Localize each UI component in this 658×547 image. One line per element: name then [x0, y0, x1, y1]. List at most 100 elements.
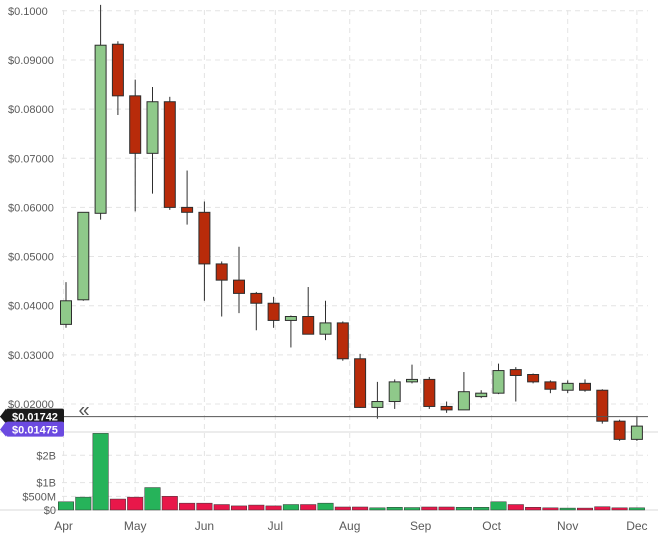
price-tick-label: $0.08000	[8, 104, 54, 116]
crosshair-price-tag	[6, 421, 64, 437]
volume-bar	[577, 507, 593, 511]
candle-body-down	[509, 369, 522, 376]
candle-body-down	[129, 95, 142, 154]
price-tick-label: $0.03000	[8, 350, 54, 362]
volume-bar	[352, 506, 369, 511]
candle-body-up	[406, 378, 418, 383]
volume-bar	[300, 504, 317, 511]
volume-bar	[231, 505, 247, 511]
volume-bar	[455, 507, 472, 511]
price-axis: $0.02000 $0.03000 $0.04000 $0.05000 $0.06000…	[8, 6, 54, 411]
candle-body-down	[423, 378, 436, 407]
volume-bar	[628, 507, 645, 511]
candle-body-up	[475, 392, 488, 398]
month-tick-label: Sep	[410, 519, 432, 533]
price-tick-label: $0.04000	[8, 301, 54, 313]
volume-bar	[490, 501, 507, 511]
month-tick-label: Dec	[626, 519, 647, 533]
candle-body-down	[544, 381, 557, 390]
volume-bar	[507, 504, 524, 511]
candle-body-down	[111, 43, 124, 97]
candle-body-up	[371, 401, 384, 408]
volume-bar	[213, 504, 230, 511]
volume-bar	[421, 506, 438, 511]
candle-body-down	[215, 263, 228, 281]
candle-body-down	[336, 322, 349, 360]
candle-body-down	[579, 382, 591, 391]
volume-bar	[386, 507, 403, 511]
candle-body-up	[492, 370, 505, 394]
price-tick-label: $0.09000	[8, 55, 54, 67]
volume-bar	[317, 502, 334, 511]
volume-tick-label: $1B	[36, 478, 56, 490]
volume-bar	[265, 505, 282, 511]
collapse-button[interactable]: «	[70, 400, 98, 423]
volume-bar	[196, 502, 213, 511]
price-tick-label: $0.02000	[8, 399, 54, 411]
month-tick-label: Nov	[557, 519, 578, 533]
candle-body-up	[77, 211, 90, 301]
candle-body-up	[319, 322, 332, 335]
volume-bar	[525, 507, 542, 511]
volume-bar	[127, 496, 144, 511]
volume-bar	[248, 504, 265, 511]
candle-body-down	[250, 292, 263, 304]
volume-bar	[542, 507, 559, 511]
month-tick-label: Oct	[482, 519, 501, 533]
volume-bar	[282, 504, 299, 511]
price-tick-label: $0.06000	[8, 202, 54, 214]
volume-bar	[179, 502, 196, 511]
candle-body-up	[457, 391, 470, 411]
candle-body-up	[94, 44, 107, 214]
volume-bar	[369, 507, 386, 511]
month-tick-label: Apr	[54, 519, 73, 533]
month-tick-label: Aug	[339, 519, 360, 533]
candle-body-down	[181, 206, 194, 213]
volume-tick-label: $0	[44, 505, 56, 517]
volume-bar	[404, 507, 420, 511]
volume-bar	[109, 498, 126, 511]
price-tick-label: $0.1000	[8, 6, 48, 18]
grid-layer	[0, 10, 658, 511]
candle-body-up	[388, 381, 401, 403]
volume-axis: $0 $500M$1B $2B	[22, 450, 56, 517]
candle-body-down	[440, 405, 453, 411]
current-price-tag	[6, 408, 64, 424]
volume-bar	[473, 507, 490, 511]
candle-body-down	[527, 373, 540, 383]
volume-bar	[334, 506, 351, 511]
volume-tick-label: $500M	[22, 491, 56, 503]
month-axis: Apr May Jun Jul Aug Sep Oct Nov Dec	[54, 519, 647, 533]
volume-bar	[75, 496, 92, 511]
candlesticks	[60, 4, 643, 441]
candle-body-up	[630, 425, 643, 440]
volume-tick-label: $2B	[36, 450, 56, 462]
candle-body-down	[198, 211, 211, 265]
candle-body-up	[284, 316, 297, 321]
candle-body-up	[60, 300, 72, 325]
candle-body-down	[233, 279, 245, 294]
price-overlay: $0.01742$0.01475 «	[0, 400, 648, 437]
volume-bar	[559, 507, 576, 511]
volume-bar	[611, 507, 628, 511]
volume-bars	[58, 433, 645, 511]
month-tick-label: Jul	[268, 519, 283, 533]
volume-bar	[438, 506, 455, 511]
crosshair-price-label: $0.01475	[12, 425, 58, 437]
month-tick-label: Jun	[195, 519, 214, 533]
month-tick-label: May	[124, 519, 147, 533]
crosshair-price-tag-pointer	[0, 421, 6, 437]
candle-body-down	[613, 420, 626, 440]
candle-body-down	[163, 101, 176, 208]
candle-body-down	[596, 389, 609, 422]
price-tick-label: $0.05000	[8, 252, 54, 264]
double-chevron-left-icon: «	[78, 400, 89, 422]
volume-bar	[144, 487, 161, 511]
candle-body-up	[561, 382, 574, 391]
price-tick-label: $0.07000	[8, 153, 54, 165]
volume-bar	[161, 496, 178, 511]
volume-bar	[92, 433, 109, 511]
volume-bar	[594, 506, 611, 511]
